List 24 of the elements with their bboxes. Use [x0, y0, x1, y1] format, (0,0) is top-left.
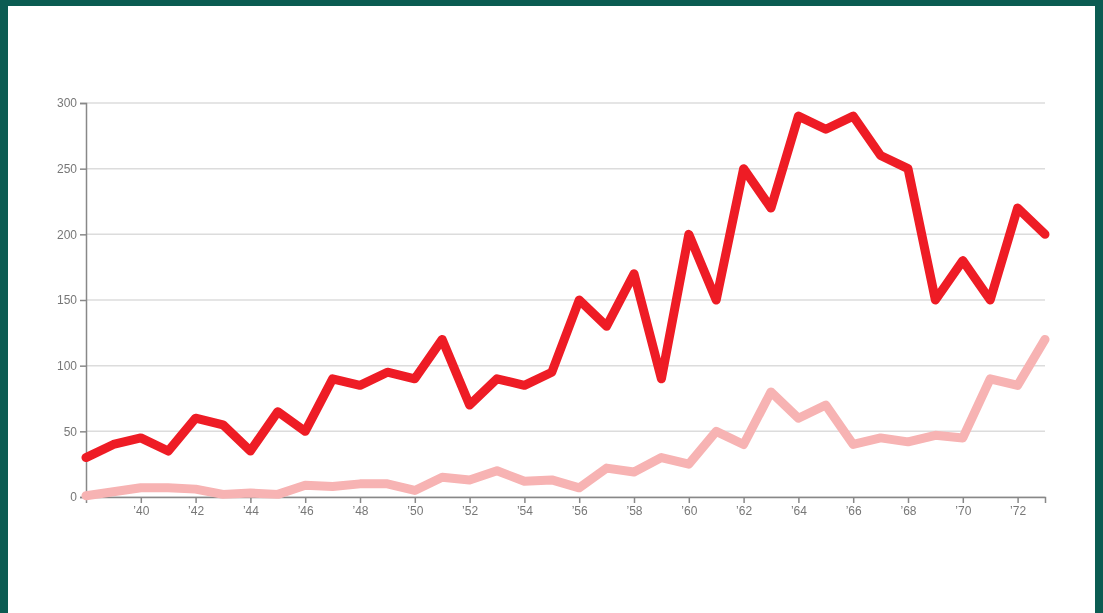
x-tick-label: ’56 [571, 503, 589, 518]
y-tick-label: 250 [56, 162, 78, 177]
y-tick-label: 300 [56, 96, 78, 111]
x-tick-label: ’50 [407, 503, 424, 518]
x-tick-label: ’42 [188, 503, 205, 518]
x-tick-label: ’66 [845, 503, 863, 518]
x-tick-label: ’60 [681, 503, 698, 518]
x-tick-label: ’48 [352, 503, 369, 518]
x-tick-label: ’52 [462, 503, 479, 518]
x-tick-label: ’46 [297, 503, 315, 518]
y-tick-label: 100 [56, 359, 78, 374]
x-tick-label: ’72 [1010, 503, 1027, 518]
y-tick-label: 0 [70, 490, 78, 505]
x-tick-label: ’40 [133, 503, 150, 518]
x-tick-label: ’70 [955, 503, 972, 518]
y-tick-label: 50 [63, 424, 78, 439]
x-tick-label: ’62 [736, 503, 753, 518]
x-tick-label: ’68 [900, 503, 917, 518]
x-tick-label: ’54 [516, 503, 534, 518]
x-tick-label: ’44 [242, 503, 260, 518]
y-tick-label: 150 [56, 293, 78, 308]
x-tick-label: ’58 [626, 503, 643, 518]
x-tick-label: ’64 [790, 503, 808, 518]
y-tick-label: 200 [56, 227, 78, 242]
